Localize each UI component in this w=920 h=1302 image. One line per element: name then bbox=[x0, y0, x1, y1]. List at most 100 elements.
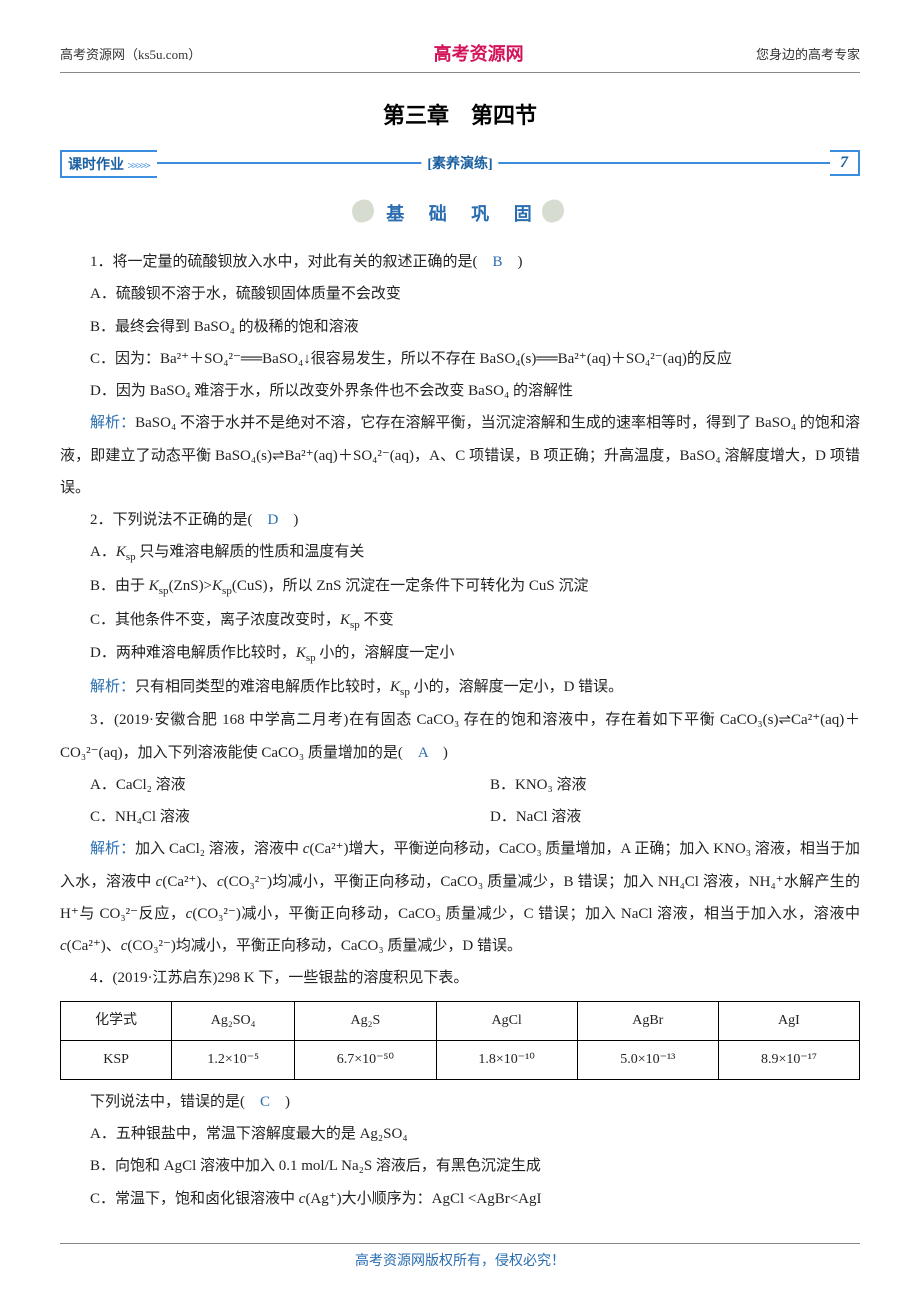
q3-e3: (Ca²⁺)、 bbox=[162, 874, 217, 890]
q2-b-sp1: sp bbox=[159, 585, 169, 597]
header-rule bbox=[60, 72, 860, 73]
q3-stem: 3．(2019·安徽合肥 168 中学高二月考)在有固态 CaCO₃ 存在的饱和… bbox=[60, 704, 860, 769]
q2-exp-pre: 只有相同类型的难溶电解质作比较时， bbox=[135, 679, 390, 695]
q2-b-k1: K bbox=[149, 578, 159, 594]
q4-opt-c: C．常温下，饱和卤化银溶液中 c(Ag⁺)大小顺序为：AgCl <AgBr<Ag… bbox=[60, 1183, 860, 1215]
q2-d-post: 小的，溶解度一定小 bbox=[316, 645, 455, 661]
q2-a-k: K bbox=[116, 544, 126, 560]
td-3: 5.0×10⁻¹³ bbox=[577, 1040, 718, 1079]
section-pill: 基 础 巩 固 bbox=[60, 198, 860, 228]
q3-c3: c bbox=[217, 874, 224, 890]
q1-stem-end: ) bbox=[503, 254, 523, 270]
q3-c5: c bbox=[60, 938, 67, 954]
q2-opt-b: B．由于 Ksp(ZnS)>Ksp(CuS)，所以 ZnS 沉淀在一定条件下可转… bbox=[60, 570, 860, 604]
q3-e5: (CO₃²⁻)减小，平衡正向移动，CaCO₃ 质量减少，C 错误；加入 NaCl… bbox=[192, 906, 860, 922]
section-label: 基 础 巩 固 bbox=[372, 198, 548, 228]
q2-exp-k: K bbox=[390, 679, 400, 695]
q2-opt-c: C．其他条件不变，离子浓度改变时，Ksp 不变 bbox=[60, 604, 860, 638]
q3-opt-b: B．KNO₃ 溶液 bbox=[460, 769, 860, 801]
q1-opt-d: D．因为 BaSO₄ 难溶于水，所以改变外界条件也不会改变 BaSO₄ 的溶解性 bbox=[60, 375, 860, 407]
q1-stem-text: 1．将一定量的硫酸钡放入水中，对此有关的叙述正确的是( bbox=[90, 254, 493, 270]
q3-explanation: 解析：加入 CaCl₂ 溶液，溶液中 c(Ca²⁺)增大，平衡逆向移动，CaCO… bbox=[60, 833, 860, 962]
footer-text: 高考资源网版权所有，侵权必究！ bbox=[60, 1250, 860, 1270]
q3-opt-d: D．NaCl 溶液 bbox=[460, 801, 860, 833]
td-0: 1.2×10⁻⁵ bbox=[172, 1040, 295, 1079]
q3-row2: C．NH₄Cl 溶液 D．NaCl 溶液 bbox=[60, 801, 860, 833]
q4-after: 下列说法中，错误的是( C ) bbox=[60, 1086, 860, 1118]
page-top-header: 高考资源网（ks5u.com） 高考资源网 您身边的高考专家 bbox=[60, 40, 860, 66]
q2-b-mid1: (ZnS)> bbox=[169, 578, 212, 594]
footer-rule bbox=[60, 1243, 860, 1244]
q3-opt-c: C．NH₄Cl 溶液 bbox=[60, 801, 460, 833]
q2-exp-post: 小的，溶解度一定小，D 错误。 bbox=[410, 679, 623, 695]
header-center: 高考资源网 bbox=[434, 40, 524, 66]
td-1: 6.7×10⁻⁵⁰ bbox=[295, 1040, 436, 1079]
body-text: 1．将一定量的硫酸钡放入水中，对此有关的叙述正确的是( B ) A．硫酸钡不溶于… bbox=[60, 246, 860, 1215]
table-row: KSP 1.2×10⁻⁵ 6.7×10⁻⁵⁰ 1.8×10⁻¹⁰ 5.0×10⁻… bbox=[61, 1040, 860, 1079]
q2-b-pre: B．由于 bbox=[90, 578, 149, 594]
td-4: 8.9×10⁻¹⁷ bbox=[718, 1040, 859, 1079]
q3-exp-label: 解析： bbox=[90, 841, 135, 857]
q3-e6: (Ca²⁺)、 bbox=[67, 938, 121, 954]
q2-b-mid2: (CuS)，所以 ZnS 沉淀在一定条件下可转化为 CuS 沉淀 bbox=[232, 578, 589, 594]
q1-opt-a: A．硫酸钡不溶于水，硫酸钡固体质量不会改变 bbox=[60, 278, 860, 310]
q2-answer: D bbox=[268, 512, 279, 528]
q2-b-sp2: sp bbox=[222, 585, 232, 597]
q3-opt-a: A．CaCl₂ 溶液 bbox=[60, 769, 460, 801]
lesson-bar-left-label: 课时作业 bbox=[68, 158, 124, 173]
q4-opt-a: A．五种银盐中，常温下溶解度最大的是 Ag₂SO₄ bbox=[60, 1118, 860, 1150]
lesson-bar-right: 7 bbox=[830, 150, 860, 176]
q2-opt-d: D．两种难溶电解质作比较时，Ksp 小的，溶解度一定小 bbox=[60, 637, 860, 671]
q3-e7: (CO₃²⁻)均减小，平衡正向移动，CaCO₃ 质量减少，D 错误。 bbox=[127, 938, 522, 954]
q1-explanation: 解析：BaSO₄ 不溶于水并不是绝对不溶，它存在溶解平衡，当沉淀溶解和生成的速率… bbox=[60, 407, 860, 504]
q2-stem: 2．下列说法不正确的是( D ) bbox=[60, 504, 860, 536]
q3-e1: 加入 CaCl₂ 溶液，溶液中 bbox=[135, 841, 303, 857]
q2-stem-end: ) bbox=[278, 512, 298, 528]
q4-after-text: 下列说法中，错误的是( bbox=[90, 1094, 260, 1110]
q4-table: 化学式 Ag₂SO₄ Ag₂S AgCl AgBr AgI KSP 1.2×10… bbox=[60, 1001, 860, 1080]
th-1: Ag₂SO₄ bbox=[172, 1001, 295, 1040]
q1-stem: 1．将一定量的硫酸钡放入水中，对此有关的叙述正确的是( B ) bbox=[60, 246, 860, 278]
td-label: KSP bbox=[61, 1040, 172, 1079]
q2-d-pre: D．两种难溶电解质作比较时， bbox=[90, 645, 296, 661]
lesson-bar-center: [素养演练] bbox=[421, 153, 498, 173]
q2-opt-a: A．Ksp 只与难溶电解质的性质和温度有关 bbox=[60, 536, 860, 570]
q4-c-post: (Ag⁺)大小顺序为：AgCl <AgBr<AgI bbox=[305, 1191, 541, 1207]
th-3: AgCl bbox=[436, 1001, 577, 1040]
lesson-bar-arrows: >>>>> bbox=[128, 160, 149, 172]
q2-c-pre: C．其他条件不变，离子浓度改变时， bbox=[90, 612, 340, 628]
th-4: AgBr bbox=[577, 1001, 718, 1040]
q4-after-end: ) bbox=[270, 1094, 290, 1110]
q2-c-post: 不变 bbox=[360, 612, 394, 628]
q3-stem-text: 3．(2019·安徽合肥 168 中学高二月考)在有固态 CaCO₃ 存在的饱和… bbox=[60, 712, 860, 760]
q2-b-k2: K bbox=[212, 578, 222, 594]
header-left: 高考资源网（ks5u.com） bbox=[60, 44, 201, 63]
q2-explanation: 解析：只有相同类型的难溶电解质作比较时，Ksp 小的，溶解度一定小，D 错误。 bbox=[60, 671, 860, 705]
th-2: Ag₂S bbox=[295, 1001, 436, 1040]
page-root: 高考资源网（ks5u.com） 高考资源网 您身边的高考专家 第三章 第四节 课… bbox=[0, 0, 920, 1300]
q2-a-sp: sp bbox=[126, 551, 136, 563]
q3-row1: A．CaCl₂ 溶液 B．KNO₃ 溶液 bbox=[60, 769, 860, 801]
q3-answer: A bbox=[418, 745, 428, 761]
q4-opt-b: B．向饱和 AgCl 溶液中加入 0.1 mol/L Na₂S 溶液后，有黑色沉… bbox=[60, 1150, 860, 1182]
q1-exp-label: 解析： bbox=[90, 415, 135, 431]
q4-c-pre: C．常温下，饱和卤化银溶液中 bbox=[90, 1191, 299, 1207]
q2-d-sp: sp bbox=[306, 652, 316, 664]
q2-a-pre: A． bbox=[90, 544, 116, 560]
th-5: AgI bbox=[718, 1001, 859, 1040]
table-header-row: 化学式 Ag₂SO₄ Ag₂S AgCl AgBr AgI bbox=[61, 1001, 860, 1040]
header-right: 您身边的高考专家 bbox=[756, 44, 860, 63]
q2-exp-label: 解析： bbox=[90, 679, 135, 695]
q2-c-k: K bbox=[340, 612, 350, 628]
q1-exp-text: BaSO₄ 不溶于水并不是绝对不溶，它存在溶解平衡，当沉淀溶解和生成的速率相等时… bbox=[60, 415, 860, 496]
lesson-bar: 课时作业 >>>>> [素养演练] 7 bbox=[60, 150, 860, 178]
q2-d-k: K bbox=[296, 645, 306, 661]
td-2: 1.8×10⁻¹⁰ bbox=[436, 1040, 577, 1079]
th-0: 化学式 bbox=[61, 1001, 172, 1040]
q2-a-post: 只与难溶电解质的性质和温度有关 bbox=[136, 544, 365, 560]
chapter-title: 第三章 第四节 bbox=[60, 98, 860, 130]
q1-answer: B bbox=[493, 254, 503, 270]
q4-answer: C bbox=[260, 1094, 270, 1110]
q2-exp-sp: sp bbox=[400, 686, 410, 698]
q4-stem: 4．(2019·江苏启东)298 K 下，一些银盐的溶度积见下表。 bbox=[60, 962, 860, 994]
